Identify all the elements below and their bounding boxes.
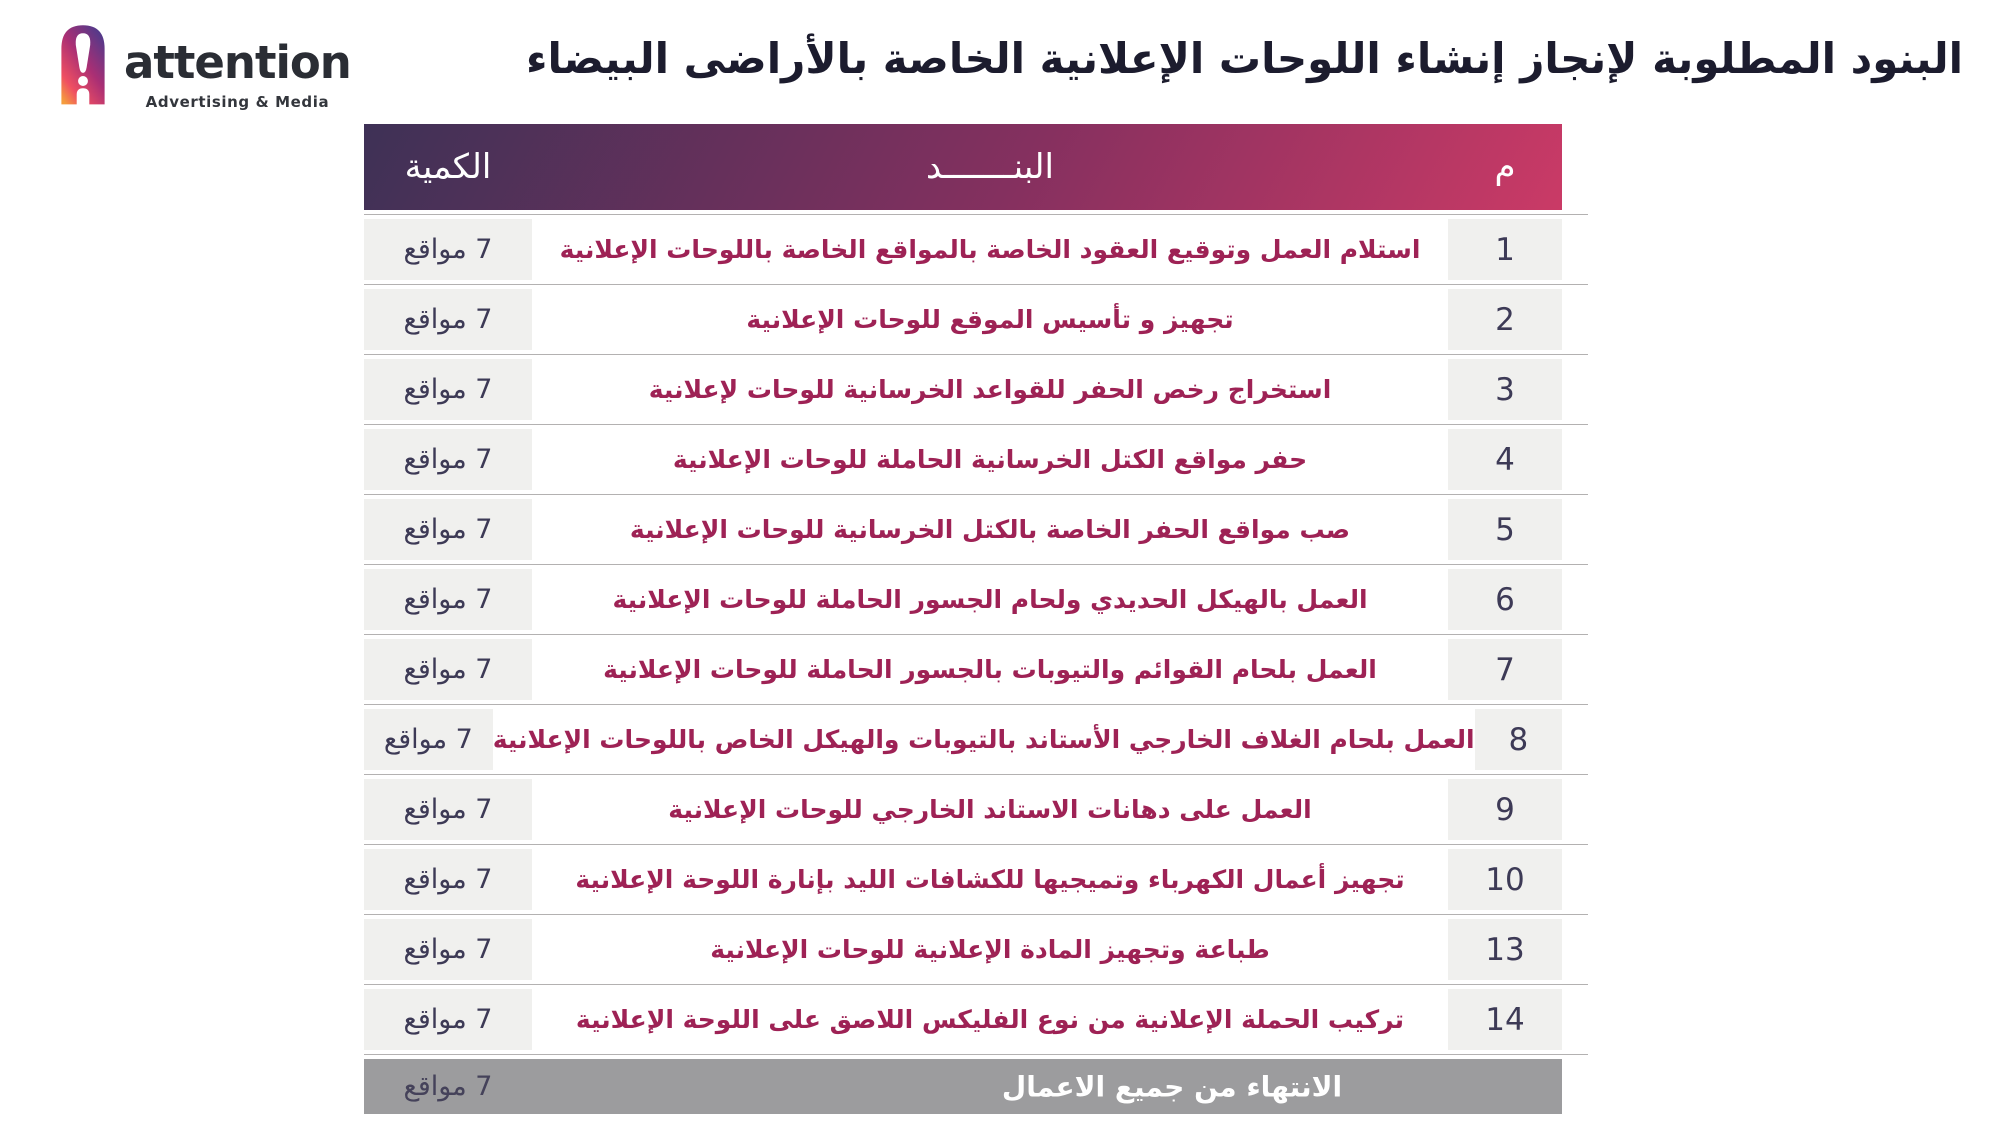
cell-quantity: 7 مواقع bbox=[364, 219, 532, 280]
cell-item: صب مواقع الحفر الخاصة بالكتل الخرسانية ل… bbox=[532, 499, 1448, 560]
table-row: 3 استخراج رخص الحفر للقواعد الخرسانية للو… bbox=[364, 359, 1562, 420]
table-row: 5 صب مواقع الحفر الخاصة بالكتل الخرسانية … bbox=[364, 499, 1562, 560]
table-row: 9 العمل على دهانات الاستاند الخارجي للوحا… bbox=[364, 779, 1562, 840]
cell-item: طباعة وتجهيز المادة الإعلانية للوحات الإ… bbox=[532, 919, 1448, 980]
cell-item: العمل بلحام القوائم والتيوبات بالجسور ال… bbox=[532, 639, 1448, 700]
cell-index: 3 bbox=[1448, 359, 1562, 420]
row-divider bbox=[364, 840, 1588, 849]
row-divider bbox=[364, 1050, 1588, 1059]
footer-quantity: 7 مواقع bbox=[403, 1071, 493, 1102]
cell-index: 4 bbox=[1448, 429, 1562, 490]
cell-item: استلام العمل وتوقيع العقود الخاصة بالموا… bbox=[532, 219, 1448, 280]
row-divider bbox=[364, 630, 1588, 639]
row-divider bbox=[364, 560, 1588, 569]
cell-item: تركيب الحملة الإعلانية من نوع الفليكس ال… bbox=[532, 989, 1448, 1050]
cell-quantity: 7 مواقع bbox=[364, 919, 532, 980]
footer-label: الانتهاء من جميع الاعمال bbox=[1001, 1070, 1343, 1103]
cell-quantity: 7 مواقع bbox=[364, 989, 532, 1050]
attention-logo: attention Advertising & Media bbox=[56, 16, 352, 111]
cell-quantity: 7 مواقع bbox=[364, 639, 532, 700]
cell-index: 9 bbox=[1448, 779, 1562, 840]
table-row: 4 حفر مواقع الكتل الخرسانية الحاملة للوحا… bbox=[364, 429, 1562, 490]
row-divider bbox=[364, 280, 1588, 289]
table-row: 7 العمل بلحام القوائم والتيوبات بالجسور ا… bbox=[364, 639, 1562, 700]
cell-index: 14 bbox=[1448, 989, 1562, 1050]
cell-index: 5 bbox=[1448, 499, 1562, 560]
attention-logo-icon bbox=[61, 25, 105, 105]
row-divider bbox=[364, 490, 1588, 499]
cell-quantity: 7 مواقع bbox=[364, 289, 532, 350]
header-cell-item: البنـــــــد bbox=[926, 147, 1054, 187]
header-cell-index: م bbox=[1494, 147, 1516, 187]
cell-item: العمل بلحام الغلاف الخارجي الأستاند بالت… bbox=[492, 709, 1475, 770]
table-row: 13 طباعة وتجهيز المادة الإعلانية للوحات ا… bbox=[364, 919, 1562, 980]
table-row: 14 تركيب الحملة الإعلانية من نوع الفليكس … bbox=[364, 989, 1562, 1050]
cell-index: 10 bbox=[1448, 849, 1562, 910]
cell-index: 7 bbox=[1448, 639, 1562, 700]
cell-quantity: 7 مواقع bbox=[364, 849, 532, 910]
cell-item: استخراج رخص الحفر للقواعد الخرسانية للوح… bbox=[532, 359, 1448, 420]
cell-item: تجهيز و تأسيس الموقع للوحات الإعلانية bbox=[532, 289, 1448, 350]
table-row: 2 تجهيز و تأسيس الموقع للوحات الإعلانية 7 … bbox=[364, 289, 1562, 350]
cell-index: 2 bbox=[1448, 289, 1562, 350]
table-row: 10 تجهيز أعمال الكهرباء وتميجيها للكشافات… bbox=[364, 849, 1562, 910]
cell-quantity: 7 مواقع bbox=[364, 779, 532, 840]
page-title: البنود المطلوبة لإنجاز إنشاء اللوحات الإ… bbox=[525, 34, 1963, 83]
cell-item: تجهيز أعمال الكهرباء وتميجيها للكشافات ا… bbox=[532, 849, 1448, 910]
table-row: 8 العمل بلحام الغلاف الخارجي الأستاند بال… bbox=[364, 709, 1562, 770]
items-table: م البنـــــــد الكمية 1 استلام العمل وتوق… bbox=[364, 124, 1588, 1114]
cell-index: 13 bbox=[1448, 919, 1562, 980]
table-row: 1 استلام العمل وتوقيع العقود الخاصة بالمو… bbox=[364, 219, 1562, 280]
brand-name: attention bbox=[124, 36, 352, 89]
table-header-row: م البنـــــــد الكمية bbox=[364, 124, 1562, 210]
row-divider bbox=[364, 910, 1588, 919]
row-divider bbox=[364, 210, 1588, 219]
cell-quantity: 7 مواقع bbox=[364, 429, 532, 490]
cell-quantity: 7 مواقع bbox=[364, 359, 532, 420]
table-row: 6 العمل بالهيكل الحديدي ولحام الجسور الحا… bbox=[364, 569, 1562, 630]
table-body: 1 استلام العمل وتوقيع العقود الخاصة بالمو… bbox=[364, 210, 1588, 1059]
row-divider bbox=[364, 350, 1588, 359]
header-cell-quantity: الكمية bbox=[404, 147, 492, 187]
cell-quantity: 7 مواقع bbox=[364, 569, 532, 630]
cell-quantity: 7 مواقع bbox=[364, 709, 493, 770]
cell-quantity: 7 مواقع bbox=[364, 499, 532, 560]
cell-item: العمل على دهانات الاستاند الخارجي للوحات… bbox=[532, 779, 1448, 840]
row-divider bbox=[364, 770, 1588, 779]
row-divider bbox=[364, 420, 1588, 429]
row-divider bbox=[364, 980, 1588, 989]
cell-index: 6 bbox=[1448, 569, 1562, 630]
brand-tagline: Advertising & Media bbox=[145, 93, 330, 111]
table-footer-row: الانتهاء من جميع الاعمال 7 مواقع bbox=[364, 1059, 1562, 1114]
cell-index: 8 bbox=[1474, 709, 1562, 770]
cell-item: العمل بالهيكل الحديدي ولحام الجسور الحام… bbox=[532, 569, 1448, 630]
cell-item: حفر مواقع الكتل الخرسانية الحاملة للوحات… bbox=[532, 429, 1448, 490]
row-divider bbox=[364, 700, 1588, 709]
cell-index: 1 bbox=[1448, 219, 1562, 280]
